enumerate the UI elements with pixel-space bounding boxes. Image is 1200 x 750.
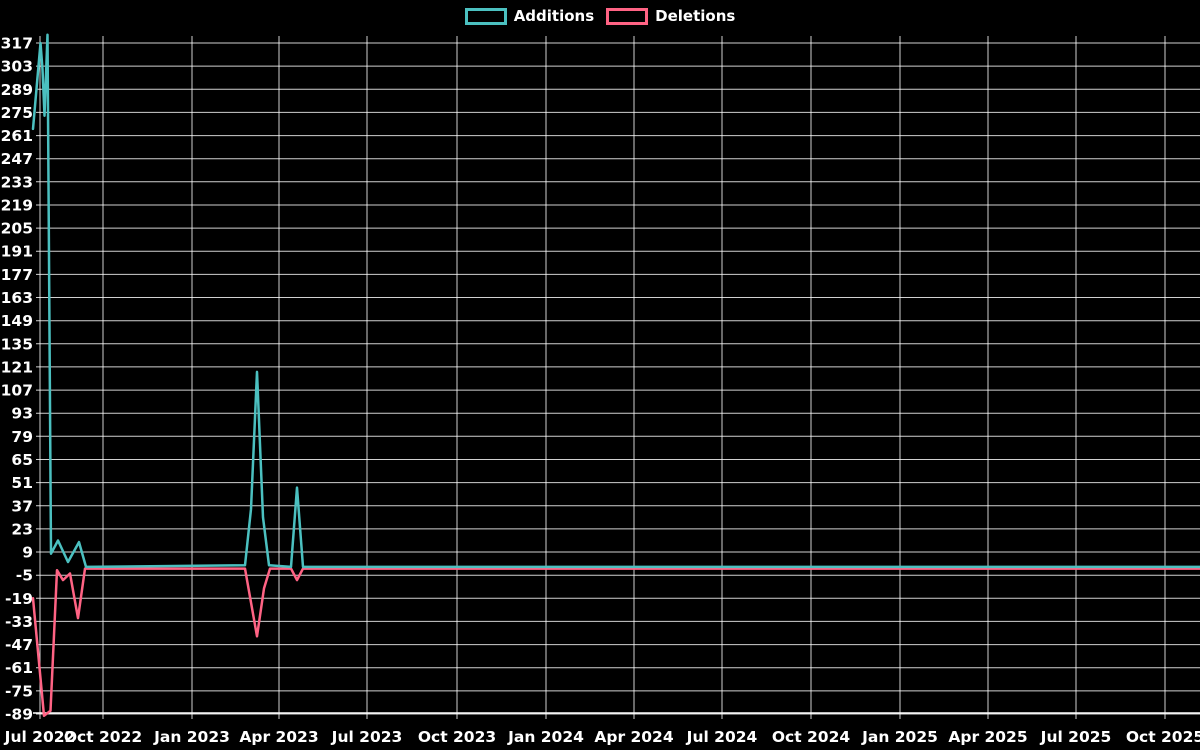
additions-legend-label: Additions xyxy=(513,7,595,25)
y-axis-tick-label: 303 xyxy=(1,58,33,76)
y-axis-tick-label: 37 xyxy=(11,497,33,515)
x-axis-tick-label: Jul 2023 xyxy=(331,728,403,746)
x-axis-tick-label: Jul 2024 xyxy=(686,728,758,746)
legend-item-additions[interactable]: Additions xyxy=(464,7,595,25)
y-axis-tick-label: 9 xyxy=(22,544,33,562)
y-axis-tick-label: 219 xyxy=(1,197,33,215)
y-axis-tick-label: 93 xyxy=(11,405,33,423)
y-axis-tick-label: -19 xyxy=(5,590,33,608)
deletions-legend-swatch xyxy=(606,8,649,25)
y-axis-tick-label: 121 xyxy=(1,358,33,376)
x-axis-tick-label: Apr 2025 xyxy=(948,728,1027,746)
deletions-line xyxy=(31,567,1200,717)
x-axis-tick-label: Oct 2022 xyxy=(64,728,142,746)
x-axis-tick-label: Jan 2024 xyxy=(507,728,584,746)
y-axis-tick-label: -5 xyxy=(16,567,33,585)
y-axis-tick-label: -75 xyxy=(5,682,33,700)
x-axis-tick-label: Oct 2023 xyxy=(418,728,496,746)
x-axis-tick-label: Apr 2023 xyxy=(239,728,318,746)
y-axis-tick-label: 163 xyxy=(1,289,33,307)
y-axis-tick-label: 107 xyxy=(1,382,33,400)
y-axis-tick-label: 51 xyxy=(11,474,33,492)
additions-legend-swatch xyxy=(464,8,507,25)
y-axis-tick-label: 79 xyxy=(11,428,33,446)
y-axis-tick-label: 233 xyxy=(1,173,33,191)
y-axis-tick-label: 289 xyxy=(1,81,33,99)
y-axis-tick-label: -89 xyxy=(5,706,33,724)
x-axis-tick-label: Jul 2025 xyxy=(1040,728,1112,746)
legend-item-deletions[interactable]: Deletions xyxy=(606,8,735,25)
chart-legend: Additions Deletions xyxy=(0,8,1200,25)
y-axis-tick-label: 177 xyxy=(1,266,33,284)
y-axis-tick-label: 261 xyxy=(1,127,33,145)
y-axis-tick-label: 317 xyxy=(1,35,33,53)
y-axis-tick-label: 149 xyxy=(1,312,33,330)
x-axis-tick-label: Oct 2024 xyxy=(772,728,851,746)
x-axis-tick-label: Jan 2025 xyxy=(861,728,938,746)
y-axis-tick-label: -61 xyxy=(5,659,33,677)
y-axis-tick-label: 23 xyxy=(11,520,33,538)
x-axis-tick-label: Jul 2022 xyxy=(4,728,76,746)
additions-line xyxy=(31,33,1200,569)
y-axis-tick-label: 65 xyxy=(11,451,33,469)
y-axis-tick-label: 191 xyxy=(1,243,33,261)
deletions-legend-label: Deletions xyxy=(655,7,736,25)
y-axis-tick-label: 247 xyxy=(1,150,33,168)
y-axis-tick-label: 275 xyxy=(1,104,33,122)
x-axis-tick-label: Oct 2025 xyxy=(1126,728,1200,746)
y-axis-tick-label: 135 xyxy=(1,335,33,353)
x-axis-tick-label: Apr 2024 xyxy=(594,728,673,746)
y-axis-tick-label: 205 xyxy=(1,220,33,238)
y-axis-tick-label: -47 xyxy=(5,636,33,654)
y-axis-tick-label: -33 xyxy=(5,613,33,631)
x-axis-tick-label: Jan 2023 xyxy=(153,728,230,746)
